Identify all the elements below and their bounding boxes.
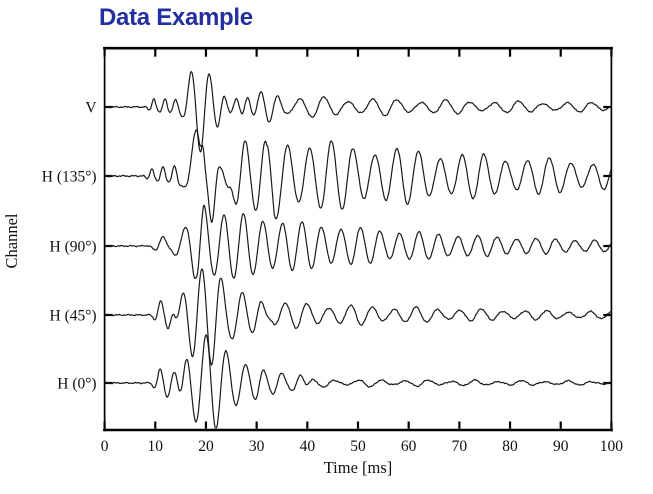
channel-label: V <box>85 100 97 117</box>
waveform-trace-h135 <box>105 129 611 223</box>
x-tick-label: 70 <box>452 438 468 455</box>
chart-title: Data Example <box>99 4 253 31</box>
channel-label: H (45°) <box>50 308 97 325</box>
waveform-trace-h90 <box>105 204 611 279</box>
x-tick-label: 90 <box>553 438 569 455</box>
x-tick-label: 50 <box>350 438 366 455</box>
x-tick-label: 0 <box>101 438 109 455</box>
x-tick-label: 100 <box>600 438 624 455</box>
waveform-trace-h45 <box>105 268 611 366</box>
channel-label: H (135°) <box>42 169 97 186</box>
x-tick-label: 80 <box>502 438 518 455</box>
x-tick-label: 20 <box>198 438 214 455</box>
y-axis-label: Channel <box>2 213 21 268</box>
channel-label: H (90°) <box>50 239 97 256</box>
channel-label: H (0°) <box>57 376 96 393</box>
x-tick-label: 40 <box>300 438 316 455</box>
x-tick-label: 10 <box>148 438 164 455</box>
x-axis-label: Time [ms] <box>324 458 393 477</box>
x-tick-label: 30 <box>249 438 265 455</box>
waveform-trace-h0 <box>105 334 611 429</box>
x-tick-label: 60 <box>401 438 417 455</box>
waveform-trace-v <box>105 71 611 153</box>
